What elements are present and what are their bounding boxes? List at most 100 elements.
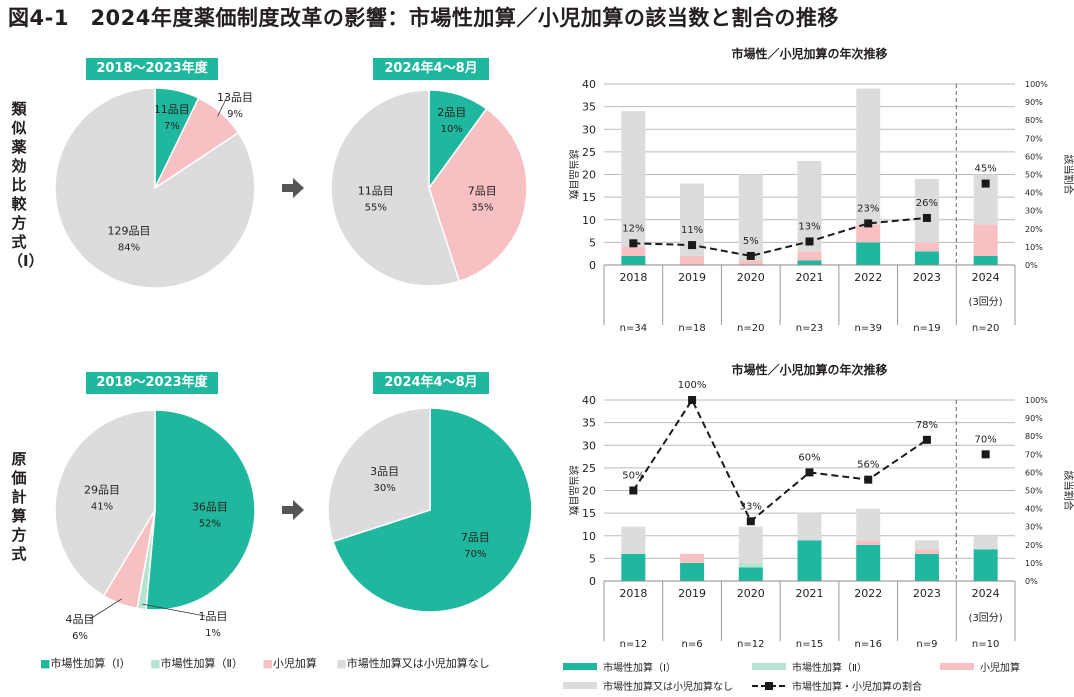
y-tick-label: 25 [582,146,596,159]
ratio-point [629,486,638,495]
x-tick-label: 2020 [737,271,765,284]
n-label: n=20 [972,323,999,334]
n-label: n=16 [854,639,881,650]
pie-slice [145,409,256,611]
bar-chart-similar: 市場性／小児加算の年次推移 0 5 10 15 20 25 30 35 40 0% 10% 20% 30%… [567,46,1074,334]
pie-pct-label: 30% [373,483,395,494]
ratio-label: 5% [743,236,759,247]
y-tick-label: 25 [582,462,596,475]
bar-segment [973,224,998,256]
bar-segment [914,251,939,265]
pie-pct-label: 41% [91,501,113,512]
n-label: n=19 [913,323,940,334]
bar-segment [973,255,998,265]
y-tick-label: 0 [589,575,596,588]
pie-count-label: 11品目 [358,184,394,197]
n-label: n=15 [796,639,823,650]
pie-slice [428,107,528,283]
ratio-point [746,251,755,260]
y2-tick-label: 90% [1025,98,1043,107]
ratio-point [688,241,697,250]
ratio-label: 78% [916,420,938,431]
y-axis-label: 該当品目数 [567,150,580,200]
x-tick-label: 2018 [619,587,647,600]
ratio-point [981,179,990,188]
bar-segment [738,260,763,265]
y-tick-label: 10 [582,214,596,227]
leader-line [142,603,206,617]
legend-item: ■市場性加算又は小児加算なし [336,657,490,670]
y2-tick-label: 30% [1025,523,1043,532]
x-tick-label: 2024 [972,587,1000,600]
n-label: n=34 [620,323,647,334]
ratio-point [746,517,755,526]
ratio-label: 60% [798,452,820,463]
bar-segment [856,544,881,581]
n-label: n=10 [972,639,999,650]
y2-tick-label: 20% [1025,541,1043,550]
y-tick-label: 30 [582,439,596,452]
bar-segment [680,255,705,265]
ratio-label: 11% [681,225,703,236]
pie-pct-label: 84% [118,242,140,253]
ratio-point [805,468,814,477]
legend-item: 市場性加算又は小児加算なし [563,678,733,693]
bar-segment [914,242,939,252]
pie-pct-label: 52% [199,518,221,529]
leader-line [217,96,228,117]
bar-segment [856,508,881,541]
y-tick-label: 10 [582,530,596,543]
bar-segment [914,540,939,550]
ratio-label: 23% [857,203,879,214]
bar-segment [738,562,763,568]
bar-segment [621,111,646,247]
pie-pct-label: 7% [164,121,180,132]
bar-segment [797,251,822,261]
n-label: n=12 [620,639,647,650]
pie-legend: ■市場性加算（Ⅰ） ■市場性加算（Ⅱ） ■小児加算 ■市場性加算又は小児加算なし [40,655,506,671]
legend-item: ■市場性加算（Ⅰ） [40,657,131,670]
x-tick-label: 2019 [678,587,706,600]
legend-item: ■小児加算 [262,657,317,670]
ratio-point [864,475,873,484]
arrow-right-icon [282,500,304,520]
x-tick-label: 2018 [619,271,647,284]
bar-segment [738,526,763,563]
pie-pct-label: 35% [471,202,493,213]
ratio-label: 50% [622,471,644,482]
ratio-point [981,450,990,459]
x-tick-label: 2023 [913,587,941,600]
legend-item: 市場性加算・小児加算の割合 [752,678,922,693]
y2-tick-label: 0% [1025,261,1038,270]
x-tick-label: 2023 [913,271,941,284]
y2-tick-label: 100% [1025,396,1048,405]
y2-tick-label: 40% [1025,505,1043,514]
y-tick-label: 40 [582,394,596,407]
pie-slice [54,409,156,597]
pie-slice [54,87,256,289]
n-label: n=6 [682,639,703,650]
y-tick-label: 30 [582,123,596,136]
bar-chart-cost: 市場性／小児加算の年次推移 0 5 10 15 20 25 30 35 40 0% 10% 20% 30%… [567,362,1074,650]
pie-count-label: 4品目 [66,613,95,626]
y2-tick-label: 50% [1025,171,1043,180]
ratio-point [688,396,697,404]
n-label: n=23 [796,323,823,334]
y2-tick-label: 10% [1025,559,1043,568]
y-tick-label: 0 [589,259,596,272]
pie-count-label: 13品目 [217,91,253,104]
y2-tick-label: 10% [1025,243,1043,252]
y2-tick-label: 20% [1025,225,1043,234]
y2-tick-label: 80% [1025,116,1043,125]
bar-segment [621,246,646,256]
legend-item: 市場性加算（Ⅰ） [563,659,676,674]
header-cost-2018-2023: 2018〜2023年度 [86,372,218,394]
bar-segment [856,88,881,225]
pie-slice [332,407,533,613]
ratio-point [922,213,931,222]
n-label: n=18 [678,323,705,334]
ratio-line [633,216,928,257]
header-cost-2024: 2024年4〜8月 [373,372,489,394]
ratio-point [922,435,931,444]
x-sub-label: (3回分) [969,612,1003,624]
